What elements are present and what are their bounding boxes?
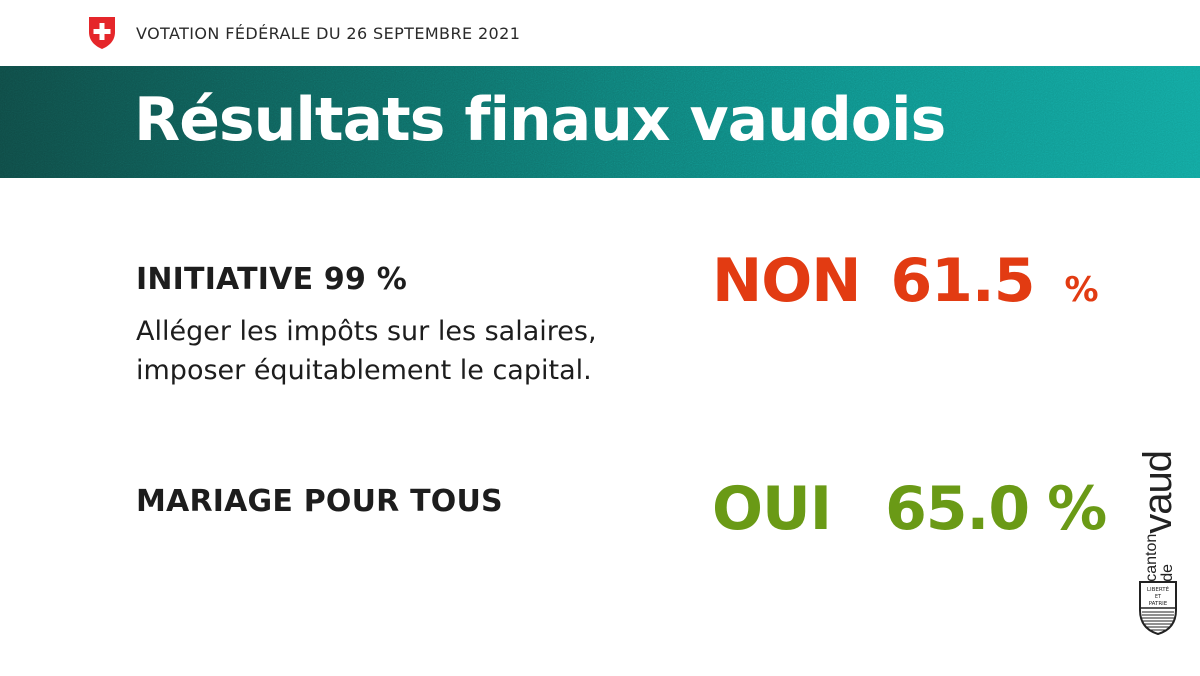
swiss-flag-shield-icon [89, 17, 115, 49]
motto-patrie: PATRIE [1149, 601, 1168, 607]
item-title-mariage: MARIAGE POUR TOUS [136, 484, 503, 519]
item-description: Alléger les impôts sur les salaires, imp… [136, 312, 696, 390]
result-mariage: OUI 65.0 % [712, 474, 1107, 544]
description-line: imposer équitablement le capital. [136, 355, 592, 386]
item-title-initiative: INITIATIVE 99 % [136, 262, 407, 297]
logo-wordmark: canton de vaud [1128, 451, 1188, 582]
result-word: OUI [712, 474, 832, 544]
vote-date: VOTATION FÉDÉRALE DU 26 SEPTEMBRE 2021 [136, 23, 521, 43]
header: VOTATION FÉDÉRALE DU 26 SEPTEMBRE 2021 [88, 16, 520, 50]
result-percentage: 65.0 [885, 474, 1030, 544]
result-initiative: NON 61.5 % [712, 246, 1099, 316]
banner-texture [0, 66, 1200, 178]
canton-vaud-logo: canton de vaud LIBERTÉ ET PATRIE [1128, 451, 1188, 636]
motto-et: ET [1155, 594, 1162, 600]
description-line: Alléger les impôts sur les salaires, [136, 316, 597, 347]
title-banner: Résultats finaux vaudois [0, 66, 1200, 178]
page-title: Résultats finaux vaudois [134, 85, 946, 155]
result-percentage: 61.5 [890, 246, 1035, 316]
percent-sign: % [1047, 474, 1107, 544]
vaud-coat-of-arms-icon: LIBERTÉ ET PATRIE [1139, 581, 1177, 636]
logo-vaud: vaud [1136, 451, 1180, 534]
result-word: NON [712, 246, 861, 316]
motto-liberte: LIBERTÉ [1147, 585, 1170, 593]
percent-sign: % [1064, 270, 1098, 310]
logo-canton-de: canton de [1143, 533, 1176, 582]
